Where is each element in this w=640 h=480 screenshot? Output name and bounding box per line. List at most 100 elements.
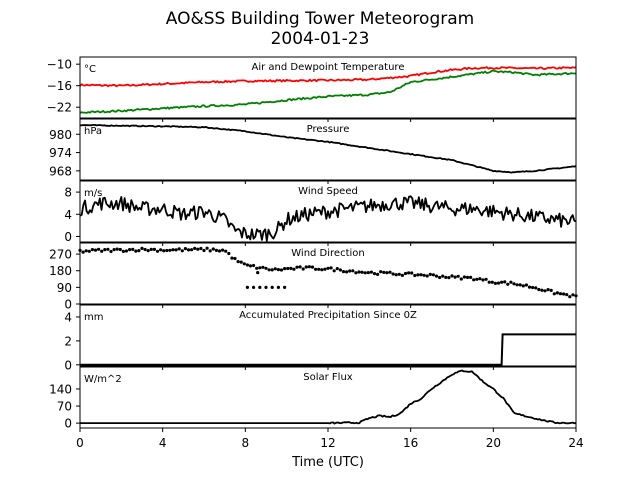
panel-3-series-0-marker bbox=[534, 286, 538, 290]
panel-4-series-0-line bbox=[80, 333, 576, 366]
panel-3-series-0-marker bbox=[555, 291, 560, 295]
panel-3-series-0-marker bbox=[245, 263, 249, 267]
panel-3-series-0-marker bbox=[565, 293, 569, 297]
panel-3-series-0-marker bbox=[289, 266, 293, 270]
panel-3-series-0-marker bbox=[267, 268, 271, 272]
panel-3-series-0-marker bbox=[152, 247, 156, 251]
panel-2-title: Wind Speed bbox=[298, 186, 358, 197]
panel-5-ytick-label: 70 bbox=[57, 400, 72, 414]
panel-3-series-0-marker bbox=[112, 248, 116, 252]
panel-4-ytick-label: 0 bbox=[64, 358, 72, 372]
panel-3-series-1-marker bbox=[245, 285, 249, 289]
panel-3-series-0-marker bbox=[481, 278, 485, 282]
panel-5-ytick-label: 140 bbox=[49, 382, 72, 396]
panel-3-series-0-marker bbox=[360, 270, 364, 274]
panel-3-series-0-marker bbox=[323, 267, 327, 271]
panel-0-title: Air and Dewpoint Temperature bbox=[252, 62, 405, 73]
panel-3-series-0-marker bbox=[199, 246, 203, 251]
panel-3-series-0-marker bbox=[121, 249, 125, 253]
panel-3-series-0-marker bbox=[369, 270, 373, 274]
panel-3-series-0-marker bbox=[515, 283, 519, 287]
x-tick-label: 16 bbox=[403, 436, 418, 450]
panel-3-series-0-marker bbox=[193, 246, 197, 250]
panel-3-series-0-marker bbox=[341, 270, 346, 274]
panel-3-series-0-marker bbox=[90, 248, 94, 252]
panel-2-series-0-line bbox=[79, 195, 577, 242]
panel-3-series-0-marker bbox=[131, 247, 135, 251]
panel-3-series-0-marker bbox=[159, 248, 163, 252]
panel-3-series-0-marker bbox=[286, 266, 290, 271]
panel-5-ytick-label: 0 bbox=[64, 417, 72, 431]
panel-3-series-1-marker bbox=[270, 285, 274, 289]
panel-1-series-0-line bbox=[79, 124, 577, 174]
panel-3-series-0-marker bbox=[441, 274, 445, 278]
panel-3-series-0-marker bbox=[208, 249, 212, 253]
panel-3-series-0-marker bbox=[307, 265, 311, 269]
panel-3-series-0-marker bbox=[174, 248, 178, 252]
panel-3-ytick-label: 180 bbox=[49, 264, 72, 278]
panel-4-unit: mm bbox=[84, 312, 103, 323]
panel-3-series-0-marker bbox=[124, 249, 129, 253]
panel-3-series-1-marker bbox=[256, 271, 260, 275]
panel-3-series-0-marker bbox=[543, 289, 547, 293]
panel-3-series-0-marker bbox=[162, 249, 166, 253]
x-tick-label: 0 bbox=[76, 436, 84, 450]
panel-3-series-0-marker bbox=[400, 273, 404, 277]
panel-3-series-0-marker bbox=[171, 248, 175, 252]
panel-3-series-0-marker bbox=[314, 267, 318, 271]
panel-3-series-0-marker bbox=[310, 265, 315, 269]
panel-3-series-0-marker bbox=[509, 280, 513, 284]
panel-3-ytick-label: 90 bbox=[57, 281, 72, 295]
panel-3-series-0-marker bbox=[239, 260, 243, 264]
panel-3-series-0-marker bbox=[84, 249, 88, 253]
panel-3-series-0-marker bbox=[301, 267, 305, 271]
panel-3-series-0-marker bbox=[118, 247, 122, 252]
x-tick-label: 8 bbox=[242, 436, 250, 450]
panel-4-ytick-label: 4 bbox=[64, 310, 72, 324]
panel-3-series-0-marker bbox=[128, 248, 132, 252]
panel-3-series-0-marker bbox=[397, 272, 401, 276]
panel-3-series-0-marker bbox=[304, 265, 308, 269]
panel-0-ytick-label: −16 bbox=[47, 79, 72, 93]
panel-3-series-0-marker bbox=[438, 275, 442, 280]
panel-3-series-1-marker bbox=[252, 285, 256, 289]
panel-3-title: Wind Direction bbox=[291, 248, 365, 259]
panel-3-series-0-marker bbox=[475, 277, 479, 281]
panel-3-series-0-marker bbox=[183, 247, 187, 251]
panel-3-series-0-marker bbox=[233, 256, 237, 261]
panel-3-series-0-marker bbox=[326, 266, 330, 270]
panel-3-series-0-marker bbox=[279, 268, 284, 272]
panel-3-series-0-marker bbox=[366, 271, 370, 275]
panel-3-series-0-marker bbox=[292, 267, 296, 271]
panel-4-title: Accumulated Precipitation Since 0Z bbox=[239, 310, 417, 321]
panel-3-series-0-marker bbox=[527, 285, 532, 289]
panel-5-series-0-line bbox=[80, 369, 577, 425]
panel-3-series-0-marker bbox=[332, 269, 336, 273]
panel-3-series-0-marker bbox=[338, 268, 342, 272]
panel-0-series-0-line bbox=[79, 66, 577, 88]
panel-3-series-0-marker bbox=[490, 280, 494, 284]
panel-3-series-0-marker bbox=[351, 269, 355, 273]
panel-3-series-0-marker bbox=[512, 282, 516, 286]
panel-3-series-0-marker bbox=[221, 248, 225, 252]
panel-3-series-0-marker bbox=[428, 272, 432, 276]
panel-3-series-0-marker bbox=[155, 249, 160, 253]
x-tick-label: 4 bbox=[159, 436, 167, 450]
panel-3-series-0-marker bbox=[261, 265, 265, 269]
panel-3-series-0-marker bbox=[177, 247, 181, 251]
panel-5-unit: W/m^2 bbox=[84, 374, 122, 385]
panel-3-series-0-marker bbox=[186, 248, 191, 252]
x-axis-label: Time (UTC) bbox=[291, 455, 364, 470]
panel-3-series-0-marker bbox=[211, 247, 215, 251]
panel-2-ytick-label: 0 bbox=[64, 230, 72, 244]
panel-3-series-0-marker bbox=[410, 271, 414, 275]
panel-3-series-0-marker bbox=[382, 270, 386, 274]
panel-3-series-0-marker bbox=[298, 265, 302, 269]
panel-3-series-0-marker bbox=[434, 274, 439, 278]
panel-1-ytick-label: 980 bbox=[49, 128, 72, 142]
panel-0-ytick-label: −22 bbox=[47, 101, 72, 115]
panel-3-series-0-marker bbox=[317, 267, 321, 271]
panel-3-series-0-marker bbox=[425, 274, 429, 278]
panel-0-series-1-line bbox=[79, 69, 576, 114]
